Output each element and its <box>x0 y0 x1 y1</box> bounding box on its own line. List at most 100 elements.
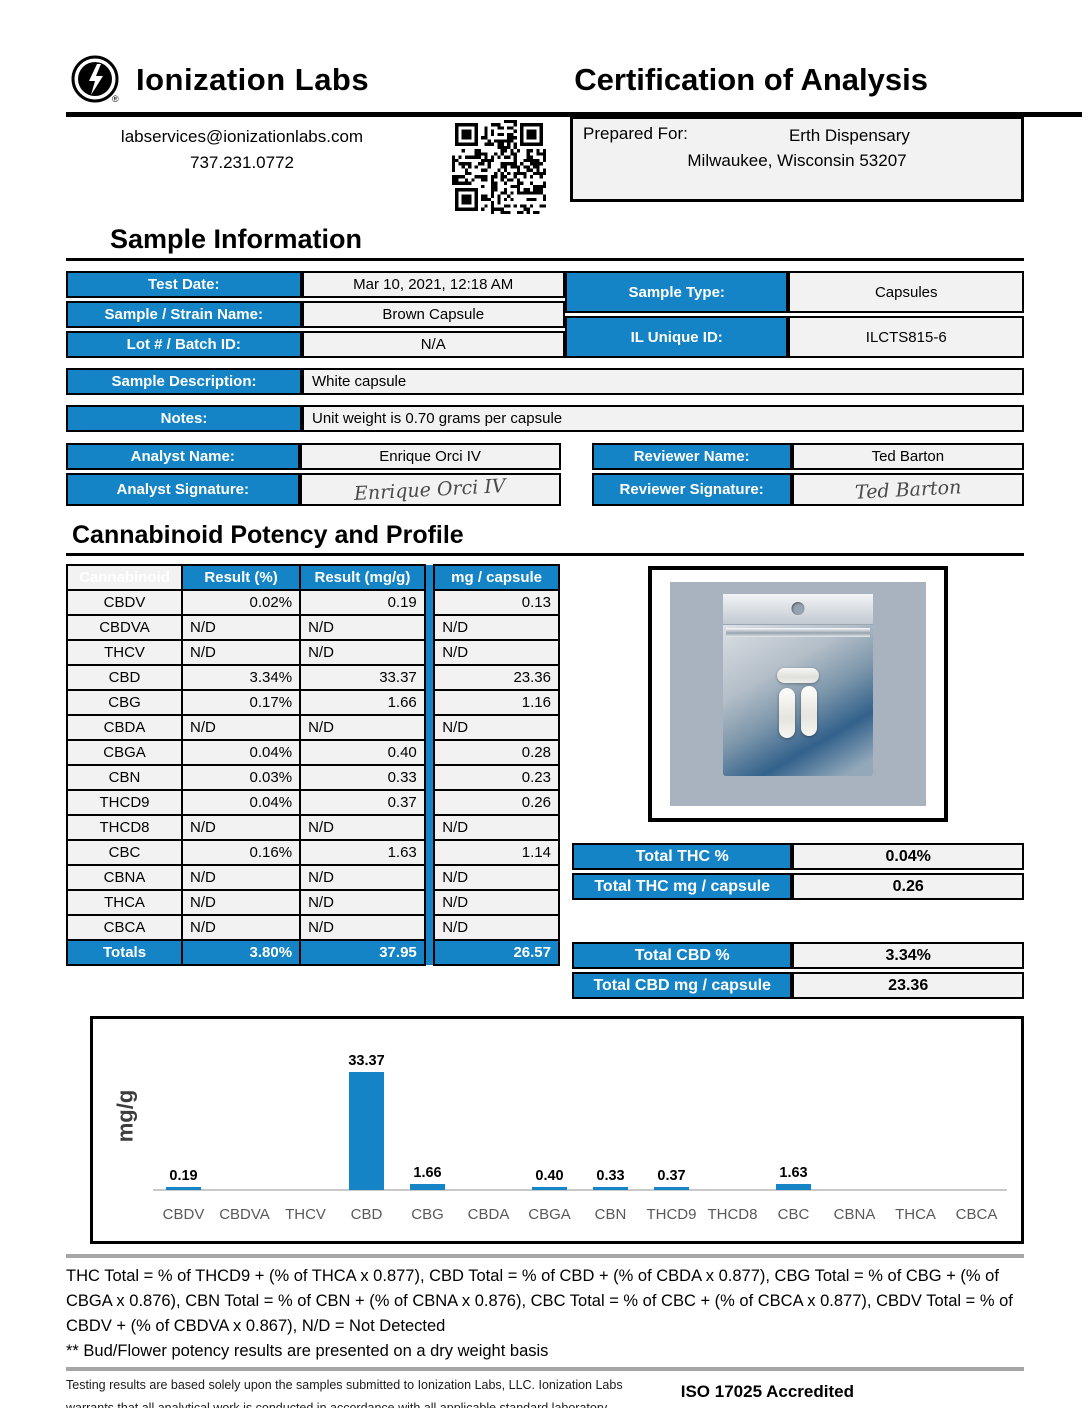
x-axis-tick-label: THCA <box>895 1206 936 1223</box>
chart-bar-group: CBNA <box>824 1031 885 1235</box>
table-row: Total THC % 0.04% <box>572 843 1024 870</box>
lot-label: Lot # / Batch ID: <box>66 331 302 358</box>
mg-per-capsule: N/D <box>433 814 560 841</box>
result-pct: 0.02% <box>181 589 302 616</box>
result-mgg: N/D <box>299 639 426 666</box>
table-row: Total CBD mg / capsule 23.36 <box>572 972 1024 999</box>
result-mgg: 0.40 <box>299 739 426 766</box>
result-pct: 0.03% <box>181 764 302 791</box>
il-id-value: ILCTS815-6 <box>788 316 1024 358</box>
capsule <box>777 668 819 683</box>
table-row: Sample Type: Capsules <box>564 271 1024 313</box>
description-value: White capsule <box>302 368 1024 395</box>
column-gap <box>424 665 435 690</box>
reviewer-signature: Ted Barton <box>791 473 1024 506</box>
mg-per-capsule: N/D <box>433 914 560 941</box>
table-row: CBCA N/D N/D N/D <box>65 914 560 941</box>
result-pct: 0.04% <box>181 789 302 816</box>
description-label: Sample Description: <box>66 368 302 395</box>
totals-label: Totals <box>65 939 184 966</box>
total-thc-pct-value: 0.04% <box>792 843 1024 870</box>
company-name: Ionization Labs <box>136 62 370 97</box>
mg-per-capsule: N/D <box>433 714 560 741</box>
lab-contact: labservices@ionizationlabs.com 737.231.0… <box>66 117 418 177</box>
bar-value-label: 33.37 <box>348 1053 385 1069</box>
bar-value-label: 0.37 <box>657 1168 686 1184</box>
chart-y-axis-label: mg/g <box>112 1089 138 1143</box>
section-divider <box>66 258 1024 261</box>
total-cbd-table: Total CBD % 3.34% Total CBD mg / capsule… <box>572 939 1024 1002</box>
chart-bar-group: 0.33 CBN <box>580 1031 641 1235</box>
sample-info-left-table: Test Date: Mar 10, 2021, 12:18 AM Sample… <box>66 268 565 361</box>
cannabinoid-table: Cannabinoid Result (%) Result (mg/g) mg / c… <box>65 564 560 966</box>
bar-wrapper: 0.19 <box>153 1168 214 1190</box>
x-axis-tick-label: CBDV <box>162 1206 205 1223</box>
notes-row: Notes: Unit weight is 0.70 grams per cap… <box>66 402 1024 435</box>
bar <box>593 1187 628 1190</box>
table-row: Total CBD % 3.34% <box>572 942 1024 969</box>
table-header-row: Cannabinoid Result (%) Result (mg/g) mg / c… <box>65 564 560 591</box>
cannabinoid-name: CBN <box>65 764 184 791</box>
table-row: IL Unique ID: ILCTS815-6 <box>564 316 1024 358</box>
x-axis-tick-label: THCV <box>285 1206 326 1223</box>
dry-weight-footnote: ** Bud/Flower potency results are presen… <box>66 1342 549 1361</box>
x-axis-tick-label: CBNA <box>833 1206 876 1223</box>
bar-wrapper: 1.66 <box>397 1165 458 1190</box>
mg-per-capsule: N/D <box>433 864 560 891</box>
sample-description-row: Sample Description: White capsule <box>66 365 1024 398</box>
client-location: Milwaukee, Wisconsin 53207 <box>687 150 907 170</box>
table-row: Lot # / Batch ID: N/A <box>66 331 565 358</box>
sample-bag-image <box>723 594 873 776</box>
table-row: THCA N/D N/D N/D <box>65 889 560 916</box>
cannabinoid-name: CBCA <box>65 914 184 941</box>
totals-cap: 26.57 <box>433 939 560 966</box>
sample-information-heading: Sample Information <box>110 224 363 254</box>
document-title: Certification of Analysis <box>574 62 928 97</box>
potency-heading: Cannabinoid Potency and Profile <box>72 521 464 549</box>
mg-per-capsule: 0.13 <box>433 589 560 616</box>
sample-info-tables: Test Date: Mar 10, 2021, 12:18 AM Sample… <box>66 268 1024 361</box>
chart-bar-group: 1.66 CBG <box>397 1031 458 1235</box>
result-mgg: 0.33 <box>299 764 426 791</box>
header: ® Ionization Labs Certification of Analy… <box>66 54 1024 106</box>
bar-value-label: 1.63 <box>779 1165 808 1181</box>
bag-zip-seal <box>726 628 870 637</box>
table-row: CBN 0.03% 0.33 0.23 <box>65 764 560 791</box>
bar <box>349 1072 384 1190</box>
accreditation-block: ISO 17025 Accredited A2LA Certificate #:… <box>632 1374 1024 1408</box>
table-row: CBDA N/D N/D N/D <box>65 714 560 741</box>
column-header: Result (mg/g) <box>299 564 426 591</box>
result-mgg: N/D <box>299 889 426 916</box>
cannabinoid-name: CBDVA <box>65 614 184 641</box>
column-gap <box>424 765 435 790</box>
sample-photo-frame <box>648 566 948 822</box>
table-row: CBD 3.34% 33.37 23.36 <box>65 664 560 691</box>
reviewer-table: Reviewer Name: Ted Barton Reviewer Signa… <box>591 440 1024 509</box>
result-mgg: 33.37 <box>299 664 426 691</box>
analyst-name-value: Enrique Orci IV <box>299 443 561 470</box>
table-row: CBC 0.16% 1.63 1.14 <box>65 839 560 866</box>
bar-value-label: 1.66 <box>413 1165 442 1181</box>
total-thc-table: Total THC % 0.04% Total THC mg / capsule… <box>572 840 1024 903</box>
chart-bar-group: CBDA <box>458 1031 519 1235</box>
table-row: THCV N/D N/D N/D <box>65 639 560 666</box>
column-gap <box>424 640 435 665</box>
cannabinoid-name: CBNA <box>65 864 184 891</box>
cannabinoid-name: CBD <box>65 664 184 691</box>
header-info: labservices@ionizationlabs.com 737.231.0… <box>66 116 1024 214</box>
mg-per-capsule: N/D <box>433 889 560 916</box>
result-mgg: 0.37 <box>299 789 426 816</box>
cannabinoid-name: CBDA <box>65 714 184 741</box>
reviewer-name-value: Ted Barton <box>791 443 1024 470</box>
chart-baseline <box>153 1189 1007 1191</box>
table-row: THCD8 N/D N/D N/D <box>65 814 560 841</box>
x-axis-tick-label: CBG <box>411 1206 444 1223</box>
table-row: Sample Description: White capsule <box>66 368 1024 395</box>
table-row: Analyst Name: Enrique Orci IV <box>66 443 561 470</box>
table-row: CBDV 0.02% 0.19 0.13 <box>65 589 560 616</box>
column-header: Result (%) <box>181 564 302 591</box>
mg-per-capsule: N/D <box>433 639 560 666</box>
column-gap <box>424 790 435 815</box>
chart-bar-group: 0.37 THCD9 <box>641 1031 702 1235</box>
result-mgg: N/D <box>299 714 426 741</box>
